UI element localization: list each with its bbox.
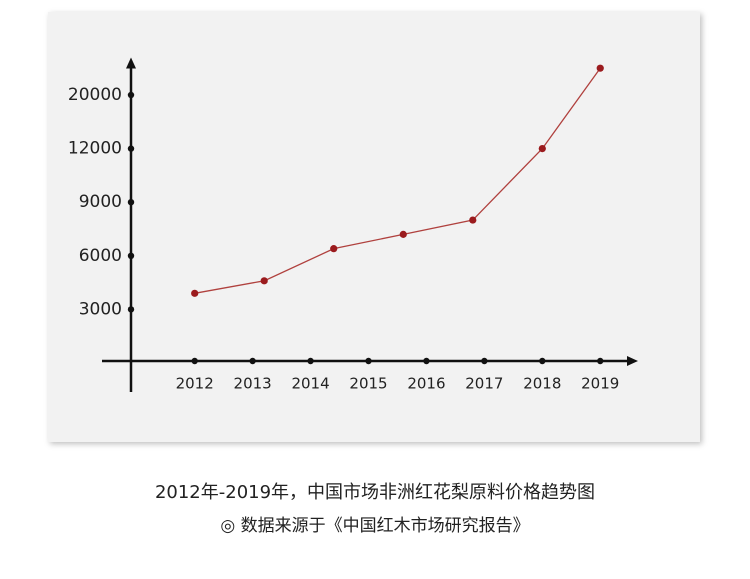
data-point xyxy=(538,145,546,153)
x-tick-label: 2012 xyxy=(176,375,214,393)
x-tick-mark xyxy=(597,357,604,365)
x-tick-label: 2014 xyxy=(291,375,329,393)
x-tick-mark xyxy=(423,357,430,365)
x-tick-mark xyxy=(191,357,198,365)
data-point xyxy=(596,64,604,72)
y-tick-mark xyxy=(127,199,135,206)
data-point xyxy=(399,230,407,238)
y-tick-mark xyxy=(127,91,135,99)
x-tick-label: 2015 xyxy=(349,375,387,393)
x-tick-label: 2017 xyxy=(465,375,503,393)
x-tick-mark xyxy=(539,357,546,365)
y-tick-label: 6000 xyxy=(79,246,122,266)
x-tick-mark xyxy=(481,357,488,365)
x-tick-label: 2019 xyxy=(581,375,619,393)
y-tick-mark xyxy=(127,252,135,259)
y-tick-mark xyxy=(127,306,135,313)
chart-source: ◎ 数据来源于《中国红木市场研究报告》 xyxy=(220,516,529,536)
x-tick-label: 2013 xyxy=(234,375,272,393)
data-point xyxy=(260,277,268,285)
y-tick-label: 20000 xyxy=(68,85,122,105)
x-tick-label: 2018 xyxy=(523,375,561,393)
y-tick-label: 9000 xyxy=(79,192,122,212)
x-tick-mark xyxy=(307,357,314,365)
x-tick-label: 2016 xyxy=(407,375,445,393)
chart-title: 2012年-2019年，中国市场非洲红花梨原料价格趋势图 xyxy=(155,482,595,503)
x-axis-arrow xyxy=(627,356,638,366)
y-tick-label: 3000 xyxy=(79,299,122,319)
x-tick-mark xyxy=(365,357,372,365)
chart-panel xyxy=(48,12,700,442)
data-point xyxy=(330,245,338,253)
data-point xyxy=(469,216,477,224)
data-point xyxy=(191,289,199,297)
y-tick-mark xyxy=(127,145,135,152)
y-axis-arrow xyxy=(126,57,136,69)
y-tick-label: 12000 xyxy=(68,139,122,159)
x-tick-mark xyxy=(249,357,256,365)
